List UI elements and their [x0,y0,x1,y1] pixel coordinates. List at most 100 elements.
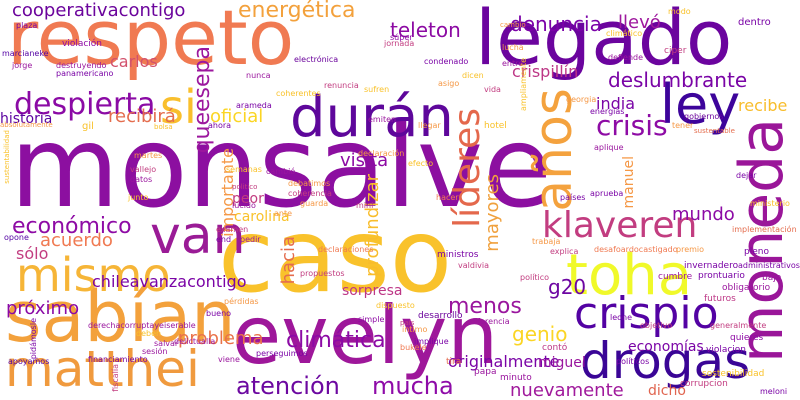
word: íntimo [402,325,428,334]
word: sufren [364,85,390,94]
word: debatimos [288,179,331,188]
word: problema [178,328,264,349]
word: declaraciones [318,245,374,254]
word: simple [358,315,385,324]
word: contó [542,343,568,353]
word: desafoardocastigado [594,245,678,254]
word: queesepa [190,46,215,154]
word: desarrollo [418,311,463,321]
word: político [520,273,550,282]
word: aplique [594,143,624,152]
word: dicen [462,71,484,80]
word: carolina [234,209,290,225]
word: pleno [744,247,769,257]
word: evelyn [232,289,499,382]
word: sólo [16,244,49,263]
word: diferencia [470,317,510,326]
word: implementación [732,225,797,234]
word: líderes [447,108,488,228]
word: bajo [762,273,782,283]
word: energías [590,107,625,116]
word: condenado [424,57,469,66]
word: perseguimos [256,349,308,358]
word: hacia [278,236,299,285]
word: bolsa [154,123,173,131]
word: apoyamos [8,357,50,366]
word: dejar [736,171,757,180]
word: económico [12,214,132,239]
word: financiamiento [88,355,148,364]
word: objetivo [640,321,673,330]
word: vallejo [130,165,157,174]
word: derechacorruptayeiserable [88,321,196,330]
word: peor [232,191,264,207]
word: trabaja [532,237,561,246]
word: end [216,235,232,244]
word: minuto [500,373,532,383]
word: sustentabilidad [3,130,11,184]
word: energética [238,0,356,23]
word: dentro [738,17,771,28]
word: sabían [5,276,236,358]
word: emiten [368,115,397,124]
word: ciper [664,46,687,56]
word: bukele [400,343,427,352]
word: hotel [484,121,507,131]
word: deben [136,329,162,338]
word: explica [550,247,579,256]
word: india [596,94,635,113]
word: chileavanzacontigo [92,272,247,291]
word: electrónica [294,55,339,64]
word: nuevamente [510,380,624,400]
word: súper [390,33,413,42]
word: dispuesto [376,301,415,310]
word: denuncia [510,12,602,36]
word: sorpresa [342,283,403,299]
word: manuel [621,156,637,209]
word: ampliamente [519,58,528,111]
word: monsalve [10,103,552,233]
word: invernadero [684,261,739,271]
word: oficial [210,106,264,127]
word: pidámosle [29,318,38,360]
word: lucha [502,43,524,52]
word: meloni [760,387,788,396]
word: país [400,319,415,327]
word: viene [218,355,240,364]
word: profundizar [362,174,383,277]
word: mundo [672,204,735,225]
word: drogas [580,332,751,390]
word: klaveren [542,205,698,246]
word: coherentes [276,89,321,98]
word: cooperativacontigo [12,0,186,21]
word: efecto [408,159,434,168]
word: aprueba [590,189,624,198]
word: si [160,80,197,134]
word: toha [566,243,693,308]
word: ministerio [750,199,790,208]
word: gil [82,121,94,132]
word: pedir [240,235,261,244]
word: declaración [358,149,405,158]
word: plaza [16,21,38,30]
word: violación [62,39,103,49]
word: junto [128,193,149,202]
word: países [560,193,586,202]
word: crisis [596,109,668,142]
word: modo [668,7,691,16]
word: nunca [246,71,271,80]
word: originalmente [448,352,560,371]
word: pérdidas [224,297,259,306]
word: absolutamente [0,121,53,129]
word: papa [474,367,497,377]
word: tener [672,121,694,130]
word: propuestos [300,269,345,278]
word: climática [286,328,386,353]
word: legado [475,0,733,82]
word: generalmente [710,321,767,330]
word: atención [236,372,340,400]
word: cambio [500,21,526,29]
word: economías [628,339,704,355]
word: ahora [208,121,232,130]
